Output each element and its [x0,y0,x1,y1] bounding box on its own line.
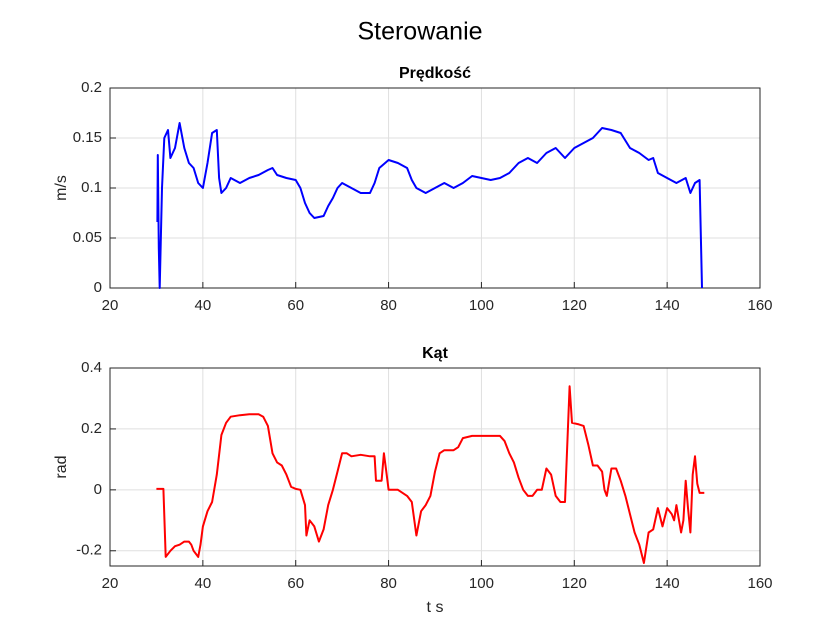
axes-title: Prędkość [399,65,471,82]
x-tick-label: 140 [655,575,680,592]
y-tick-label: 0.1 [81,179,102,196]
y-tick-label: 0.05 [73,229,102,246]
y-tick-label: -0.2 [76,542,102,559]
data-line [156,122,703,289]
x-tick-label: 60 [287,575,304,592]
x-tick-label: 160 [747,575,772,592]
x-tick-label: 60 [287,297,304,314]
x-tick-label: 120 [562,297,587,314]
y-tick-label: 0 [94,279,102,296]
axes-title: Kąt [422,345,448,362]
y-tick-label: 0.2 [81,79,102,96]
axes-background [110,368,760,566]
y-tick-label: 0.4 [81,359,102,376]
y-tick-label: 0.2 [81,420,102,437]
x-tick-label: 80 [380,575,397,592]
x-tick-label: 140 [655,297,680,314]
figure-title: Sterowanie [357,18,482,46]
x-tick-label: 80 [380,297,397,314]
x-tick-label: 100 [469,575,494,592]
y-axis-label: m/s [53,175,70,201]
x-tick-label: 160 [747,297,772,314]
x-axis-label: t s [427,599,444,616]
x-tick-label: 20 [102,575,119,592]
x-tick-label: 40 [195,575,212,592]
y-tick-label: 0 [94,481,102,498]
axes-box [109,87,761,289]
x-tick-label: 40 [195,297,212,314]
y-tick-label: 0.15 [73,129,102,146]
x-tick-label: 120 [562,575,587,592]
x-tick-label: 100 [469,297,494,314]
axes-box [109,367,761,567]
x-tick-label: 20 [102,297,119,314]
data-line [156,385,705,564]
y-axis-label: rad [53,455,70,478]
